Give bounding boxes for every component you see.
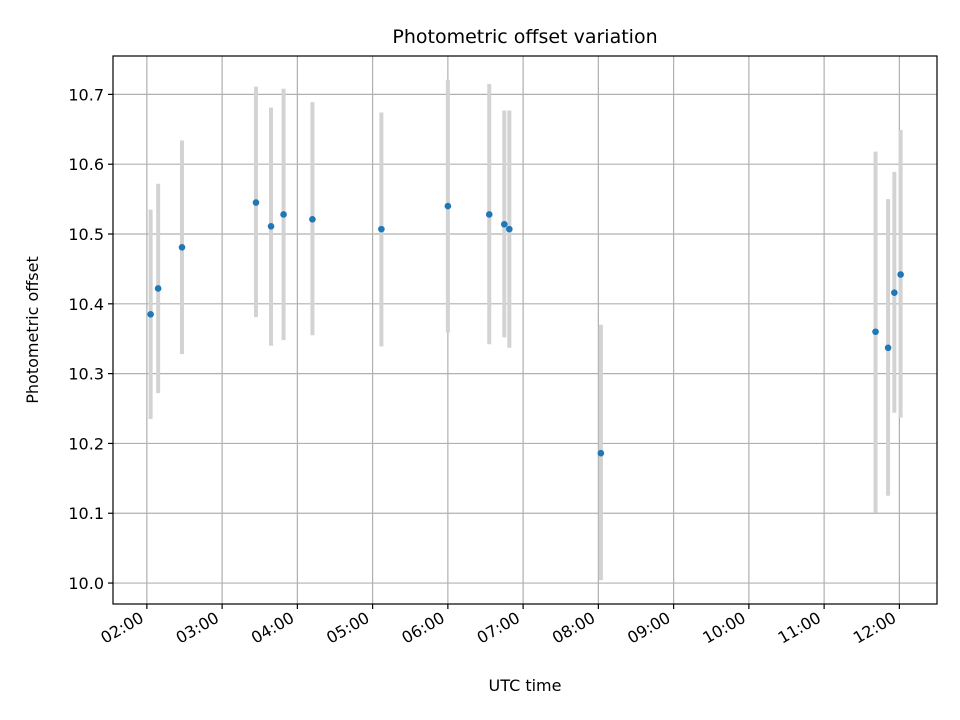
y-tick-label: 10.5 <box>68 225 104 244</box>
data-point <box>597 449 605 457</box>
data-point <box>309 216 316 223</box>
y-tick-label: 10.0 <box>68 574 104 593</box>
data-point <box>872 328 879 336</box>
plot-frame <box>112 55 938 605</box>
data-point <box>252 199 260 206</box>
data-point <box>178 243 186 251</box>
data-point <box>485 211 493 218</box>
y-tick-label: 10.3 <box>68 365 104 384</box>
y-axis-label: Photometric offset <box>23 256 42 404</box>
y-tick-label: 10.6 <box>68 155 104 174</box>
data-point <box>280 211 287 218</box>
data-point <box>267 223 275 230</box>
chart-title: Photometric offset variation <box>392 26 657 48</box>
data-point <box>154 285 162 292</box>
y-tick-label: 10.4 <box>68 295 104 314</box>
y-tick-label: 10.2 <box>68 434 104 453</box>
data-point <box>444 202 452 210</box>
x-axis-label: UTC time <box>489 676 562 695</box>
data-point <box>147 310 154 318</box>
data-point <box>884 344 892 352</box>
data-point <box>378 225 385 233</box>
data-point <box>897 271 904 278</box>
data-points <box>147 199 904 457</box>
data-point <box>501 220 508 228</box>
data-point <box>506 225 513 233</box>
y-tick-label: 10.1 <box>68 504 104 523</box>
y-tick-label: 10.7 <box>68 85 104 104</box>
data-point <box>891 289 898 296</box>
